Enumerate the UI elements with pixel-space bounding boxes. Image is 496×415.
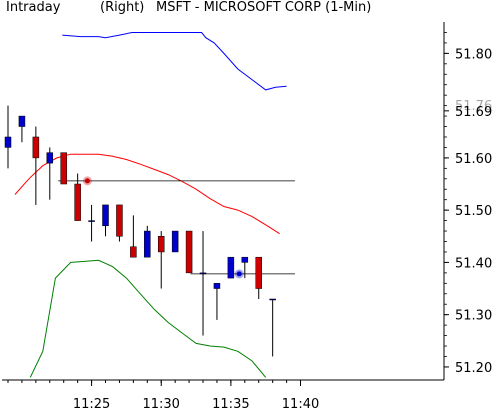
chart-title: MSFT - MICROSOFT CORP (1-Min): [156, 0, 372, 15]
y-tick-label: 51.20: [455, 361, 492, 376]
candle-body: [255, 256, 262, 289]
y-tick-label: 51.69: [455, 105, 492, 120]
marker-dot: [84, 178, 90, 184]
chart-mode-label: Intraday: [6, 0, 61, 15]
chart-side-label: (Right): [100, 0, 145, 15]
candle-body: [4, 136, 12, 148]
y-tick-label: 51.60: [455, 152, 492, 167]
candle-body: [269, 298, 276, 301]
y-tick-label: 51.30: [455, 309, 492, 324]
middle-band-line: [14, 153, 280, 235]
candle-body: [32, 136, 40, 159]
candle-body: [60, 152, 67, 185]
candle-body: [157, 236, 165, 253]
x-tick-label: 11:40: [282, 397, 319, 412]
marker-2: [234, 269, 244, 279]
y-tick-label: 51.80: [455, 47, 492, 62]
candle-body: [144, 230, 151, 258]
candle-body: [18, 115, 26, 127]
x-tick-label: 11:30: [142, 397, 179, 412]
y-tick-label: 51.50: [455, 204, 492, 219]
lower-band-line: [29, 259, 267, 378]
y-tick-label-overlapped: 51.76: [455, 99, 492, 114]
candle-body: [227, 256, 235, 279]
x-tick-label: 11:35: [212, 397, 249, 412]
x-tick-label: 11:25: [73, 397, 110, 412]
marker-dot: [236, 271, 242, 277]
candle-body: [74, 183, 81, 221]
candle-body: [88, 220, 95, 222]
candle-body: [46, 152, 54, 164]
marker-1: [82, 176, 92, 186]
upper-band-line: [62, 32, 287, 91]
candle-body: [171, 230, 179, 253]
candle-body: [213, 283, 221, 289]
y-tick-label: 51.40: [455, 256, 492, 271]
candle-body: [185, 230, 193, 274]
candle-body: [116, 204, 123, 237]
candle-body: [199, 272, 207, 275]
candle-body: [102, 204, 109, 227]
candle-body: [130, 246, 137, 258]
candle-body: [241, 256, 249, 263]
